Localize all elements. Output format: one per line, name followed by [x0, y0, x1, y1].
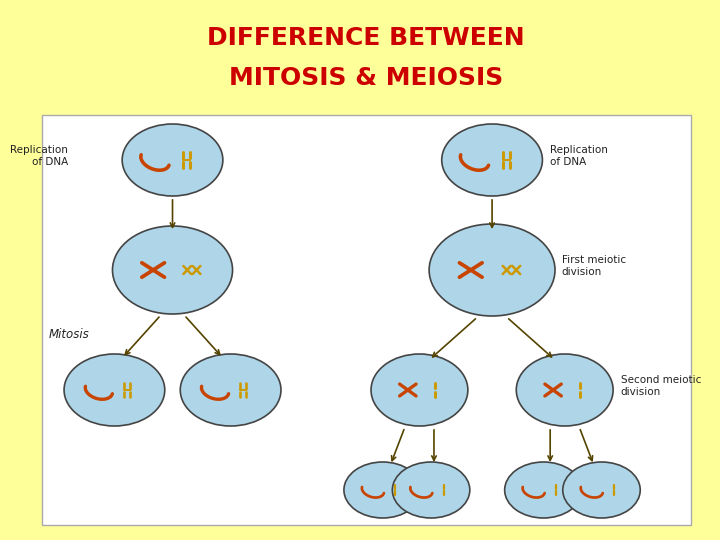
Text: Replication
of DNA: Replication of DNA — [550, 145, 608, 167]
Text: Second meiotic
division: Second meiotic division — [621, 375, 701, 397]
FancyBboxPatch shape — [42, 115, 690, 525]
Ellipse shape — [371, 354, 468, 426]
Ellipse shape — [112, 226, 233, 314]
Ellipse shape — [442, 124, 542, 196]
Ellipse shape — [344, 462, 421, 518]
Ellipse shape — [429, 224, 555, 316]
Ellipse shape — [563, 462, 640, 518]
Ellipse shape — [122, 124, 223, 196]
Text: First meiotic
division: First meiotic division — [562, 255, 626, 277]
Ellipse shape — [64, 354, 165, 426]
Text: DIFFERENCE BETWEEN: DIFFERENCE BETWEEN — [207, 26, 525, 50]
Ellipse shape — [505, 462, 582, 518]
Text: Mitosis: Mitosis — [48, 328, 89, 341]
Ellipse shape — [516, 354, 613, 426]
Text: Replication
of DNA: Replication of DNA — [10, 145, 68, 167]
Text: MITOSIS & MEIOSIS: MITOSIS & MEIOSIS — [229, 66, 503, 90]
Ellipse shape — [180, 354, 281, 426]
Ellipse shape — [392, 462, 470, 518]
